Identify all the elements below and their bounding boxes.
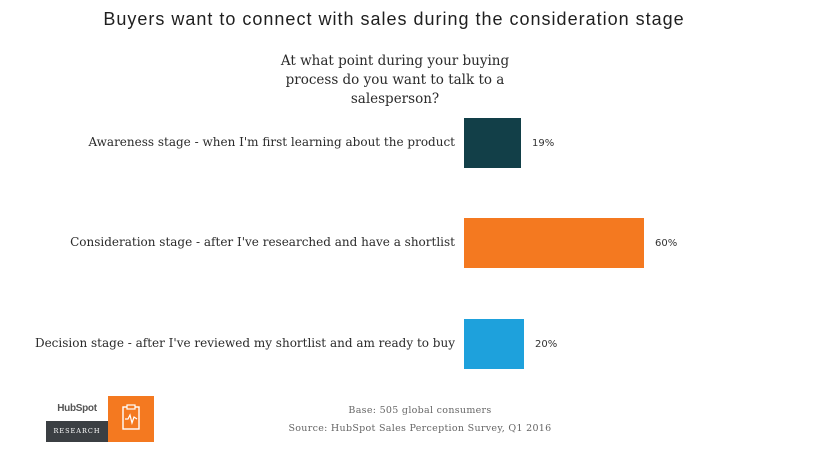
clipboard-pulse-icon [108,396,154,442]
hubspot-research-logo: HubSpot RESEARCH [46,396,154,442]
value-label: 60% [655,238,678,249]
bar [464,319,524,369]
chart-title: Buyers want to connect with sales during… [103,9,685,29]
bar [464,118,521,168]
category-label: Decision stage - after I've reviewed my … [34,336,455,350]
source-note: Source: HubSpot Sales Perception Survey,… [288,423,552,434]
value-label: 20% [535,339,558,350]
category-label: Consideration stage - after I've researc… [70,235,455,249]
hubspot-wordmark: HubSpot [46,396,108,421]
value-label: 19% [532,138,555,149]
category-label: Awareness stage - when I'm first learnin… [88,135,455,149]
chart-subtitle: At what point during your buying process… [250,52,540,109]
subtitle-line-1: At what point during your buying [280,53,510,69]
bar [464,218,644,268]
research-tag: RESEARCH [46,421,108,442]
base-note: Base: 505 global consumers [348,405,492,416]
subtitle-line-2: process do you want to talk to a salespe… [285,72,505,107]
